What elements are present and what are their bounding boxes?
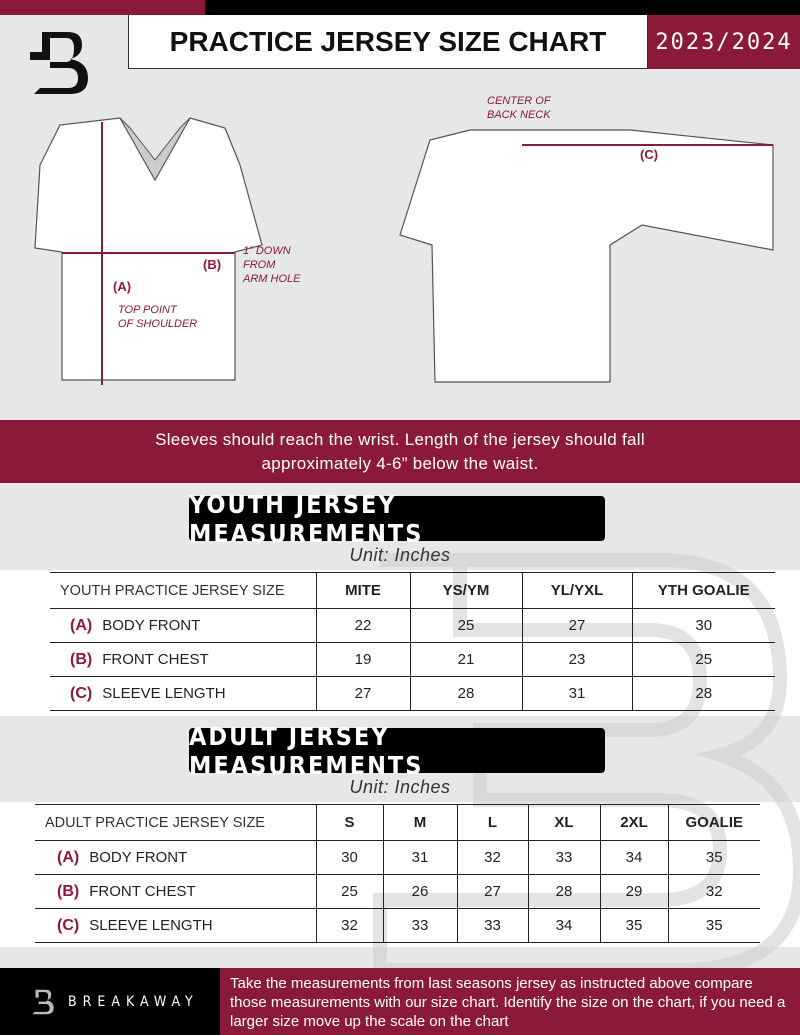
cell: 19	[315, 642, 410, 677]
cell: 21	[409, 642, 522, 677]
cell: 22	[315, 608, 410, 643]
cell: 25	[409, 608, 522, 643]
cell: 35	[667, 908, 760, 943]
table-header-row: ADULT PRACTICE JERSEY SIZE S M L XL 2XL …	[35, 804, 760, 841]
label-c: (C)	[640, 147, 659, 162]
instructions-line1: Sleeves should reach the wrist. Length o…	[155, 430, 645, 449]
brand-name: BREAKAWAY	[68, 993, 199, 1010]
cell: 35	[599, 908, 668, 943]
cell: 27	[521, 608, 632, 643]
row-label: SLEEVE LENGTH	[89, 916, 213, 934]
cell: 33	[456, 908, 528, 943]
arm-hole-note: 1” DOWN FROM ARM HOLE	[243, 245, 301, 285]
header-cell: YL/YXL	[521, 572, 632, 609]
header-cell: YOUTH PRACTICE JERSEY SIZE	[50, 572, 316, 609]
row-letter: (A)	[57, 848, 80, 866]
cell: 28	[409, 676, 522, 711]
cell: 30	[315, 840, 383, 875]
back-neck-note: CENTER OF BACK NECK	[487, 95, 551, 121]
row-label: FRONT CHEST	[89, 882, 196, 900]
cell: 33	[382, 908, 457, 943]
cell: 23	[521, 642, 632, 677]
cell: 33	[527, 840, 600, 875]
cell: 34	[599, 840, 668, 875]
header-cell: MITE	[315, 572, 410, 609]
cell: 34	[527, 908, 600, 943]
cell: 29	[599, 874, 668, 909]
cell: 28	[631, 676, 775, 711]
row-label: BODY FRONT	[102, 616, 201, 634]
cell: 27	[315, 676, 410, 711]
table-row: (B) FRONT CHEST 25 26 27 28 29 32	[35, 874, 760, 909]
footer-text: Take the measurements from last seasons …	[220, 968, 800, 1035]
cell: 27	[456, 874, 528, 909]
row-label: SLEEVE LENGTH	[102, 684, 226, 702]
adult-section-title: ADULT JERSEY MEASUREMENTS	[189, 722, 605, 780]
cell: 32	[667, 874, 760, 909]
row-letter: (C)	[70, 684, 93, 702]
header-cell: GOALIE	[667, 804, 760, 841]
cell: 31	[382, 840, 457, 875]
header-cell: 2XL	[599, 804, 668, 841]
cell: 35	[667, 840, 760, 875]
table-row: (C) SLEEVE LENGTH 27 28 31 28	[50, 676, 775, 711]
cell: 25	[315, 874, 383, 909]
table-row: (C) SLEEVE LENGTH 32 33 33 34 35 35	[35, 908, 760, 943]
label-b: (B)	[203, 257, 222, 272]
cell: 28	[527, 874, 600, 909]
label-a: (A)	[113, 279, 132, 294]
top-point-note: TOP POINT OF SHOULDER	[118, 304, 198, 330]
header-cell: M	[382, 804, 457, 841]
instructions-line2: approximately 4-6” below the waist.	[261, 454, 539, 473]
cell: 32	[456, 840, 528, 875]
header-cell: ADULT PRACTICE JERSEY SIZE	[35, 804, 316, 841]
season-label: 2023/2024	[648, 15, 800, 69]
youth-size-table: YOUTH PRACTICE JERSEY SIZE MITE YS/YM YL…	[50, 572, 775, 711]
header-cell: L	[456, 804, 528, 841]
breakaway-logo-icon	[30, 32, 88, 94]
back-jersey	[399, 129, 774, 383]
header-cell: XL	[527, 804, 600, 841]
row-letter: (C)	[57, 916, 80, 934]
cell: 31	[521, 676, 632, 711]
row-label: BODY FRONT	[89, 848, 188, 866]
row-label: FRONT CHEST	[102, 650, 209, 668]
adult-size-table: ADULT PRACTICE JERSEY SIZE S M L XL 2XL …	[35, 804, 760, 943]
page-title: PRACTICE JERSEY SIZE CHART	[128, 15, 648, 69]
instructions-band: Sleeves should reach the wrist. Length o…	[0, 420, 800, 483]
jersey-diagram	[34, 117, 774, 385]
header-cell: YS/YM	[409, 572, 522, 609]
cell: 32	[315, 908, 383, 943]
adult-unit: Unit: Inches	[349, 777, 451, 797]
youth-unit: Unit: Inches	[349, 545, 451, 565]
row-letter: (B)	[57, 882, 80, 900]
cell: 26	[382, 874, 457, 909]
table-row: (A) BODY FRONT 30 31 32 33 34 35	[35, 840, 760, 875]
table-row: (A) BODY FRONT 22 25 27 30	[50, 608, 775, 643]
top-accent-bar	[0, 0, 205, 15]
header-cell: YTH GOALIE	[631, 572, 775, 609]
breakaway-small-logo-icon	[32, 989, 54, 1014]
top-black-bar	[205, 0, 800, 15]
youth-section-title: YOUTH JERSEY MEASUREMENTS	[189, 490, 605, 548]
table-header-row: YOUTH PRACTICE JERSEY SIZE MITE YS/YM YL…	[50, 572, 775, 609]
table-row: (B) FRONT CHEST 19 21 23 25	[50, 642, 775, 677]
front-jersey	[34, 117, 263, 381]
cell: 30	[631, 608, 775, 643]
row-letter: (B)	[70, 650, 93, 668]
row-letter: (A)	[70, 616, 93, 634]
cell: 25	[631, 642, 775, 677]
header-cell: S	[315, 804, 383, 841]
footer-brand: BREAKAWAY	[0, 968, 220, 1035]
